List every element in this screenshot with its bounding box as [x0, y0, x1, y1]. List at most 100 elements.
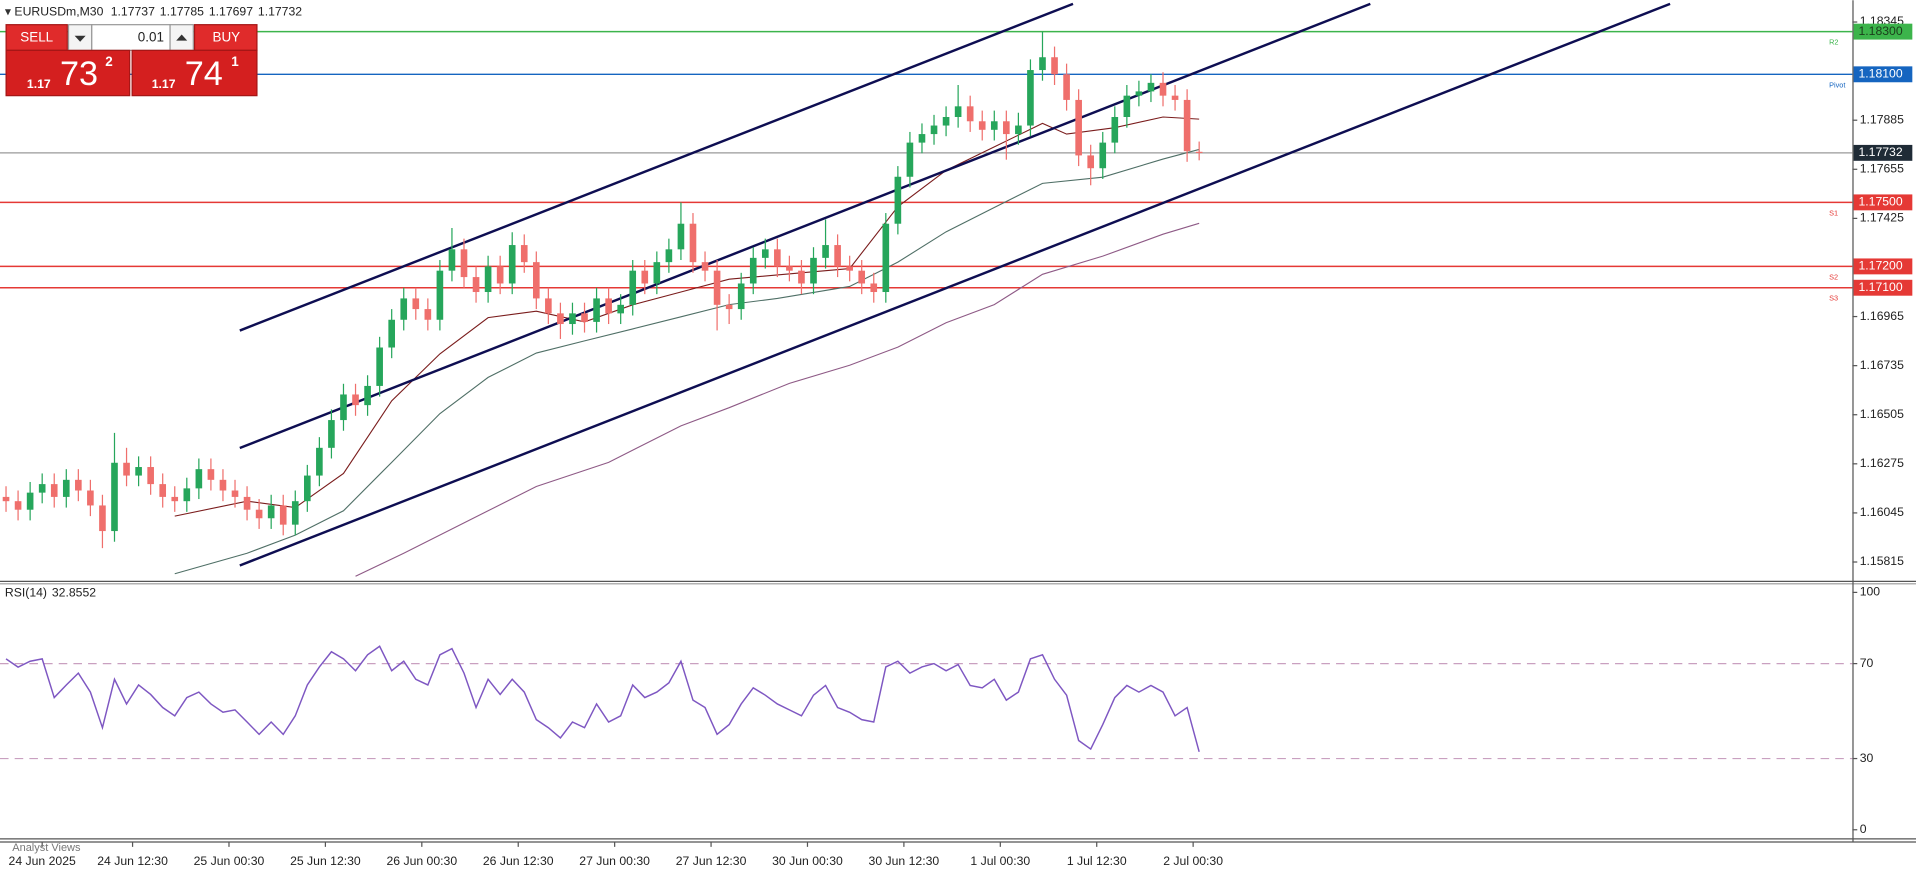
rsi-y-tick-label: 100: [1860, 585, 1881, 599]
x-tick-label: 26 Jun 12:30: [483, 854, 554, 868]
lot-value[interactable]: 0.01: [138, 30, 164, 45]
x-tick-label: 30 Jun 12:30: [869, 854, 940, 868]
candle-body: [1063, 74, 1070, 100]
candle-body: [243, 496, 251, 510]
candle-body: [195, 469, 203, 489]
candle-body: [304, 475, 311, 502]
candle-body: [14, 501, 22, 510]
arrow-down: [74, 35, 86, 42]
ask-sup: 1: [231, 54, 239, 69]
candle-body: [340, 394, 347, 421]
candle-body: [858, 270, 866, 284]
menu-arrow: ▾: [5, 5, 15, 19]
candle-body: [617, 304, 624, 314]
candle-body: [990, 121, 998, 130]
candle-body: [267, 505, 275, 519]
y-tick-label: 1.17885: [1860, 112, 1904, 126]
current-price-box: [1853, 144, 1913, 161]
candle-body: [1039, 57, 1046, 71]
level-price-box: [1853, 258, 1913, 275]
candle-body: [1171, 95, 1179, 100]
candle-body: [954, 106, 962, 118]
ask-box[interactable]: [131, 49, 258, 97]
ask-prefix: 1.17: [152, 77, 176, 91]
level-price-label: 1.17100: [1858, 280, 1902, 294]
candle-body: [798, 270, 805, 284]
trend-channel: [239, 2, 1671, 567]
candle-body: [1099, 142, 1107, 169]
candle-body: [496, 266, 504, 284]
level-price-label: 1.18100: [1858, 67, 1902, 81]
rsi-y-tick-label: 70: [1860, 656, 1874, 670]
rsi-header: RSI(14) 32.8552: [5, 586, 96, 600]
candle-body: [484, 266, 492, 293]
candle-body: [231, 490, 239, 497]
x-tick-label: 1 Jul 12:30: [1067, 854, 1127, 868]
candle-body: [882, 223, 890, 293]
candle-body: [1075, 99, 1082, 156]
x-tick-label: 24 Jun 12:30: [97, 854, 168, 868]
candle-body: [701, 262, 709, 271]
candle-body: [1111, 117, 1119, 143]
candle-body: [906, 142, 914, 177]
candle-body: [725, 304, 733, 310]
close: 1.17732: [258, 5, 302, 19]
x-tick-label: 24 Jun 2025: [9, 854, 76, 868]
level-name: S1: [1829, 208, 1838, 217]
rsi-panel: 100 70 30 0 RSI(14) 32.8552: [0, 585, 1880, 836]
candle-body: [460, 249, 468, 278]
level-price-label: 1.17200: [1858, 259, 1902, 273]
candle-body: [894, 176, 902, 224]
y-tick-label: 1.15815: [1860, 554, 1904, 568]
y-tick-label: 1.16735: [1860, 358, 1904, 372]
buy-label[interactable]: BUY: [213, 30, 241, 45]
candle-body: [207, 469, 215, 480]
symbol: EURUSDm,M30: [14, 5, 103, 19]
candles: [2, 31, 1203, 549]
candle-body: [279, 505, 287, 525]
ask-big: 74: [185, 55, 223, 93]
sell-label[interactable]: SELL: [20, 30, 53, 45]
candle-body: [472, 277, 480, 293]
candle-body: [966, 106, 974, 122]
bid-big: 73: [60, 55, 98, 93]
candle-body: [1123, 95, 1131, 118]
moving-average: [174, 148, 1200, 575]
level-name: S3: [1829, 294, 1838, 303]
candle-body: [376, 347, 383, 386]
candle-body: [352, 394, 359, 406]
bid-sup: 2: [105, 54, 112, 69]
candle-body: [713, 270, 721, 305]
candle-body: [581, 313, 588, 322]
candle-body: [436, 270, 444, 320]
current-price-label: 1.17732: [1858, 145, 1902, 159]
candle-body: [50, 484, 58, 497]
candle-body: [508, 245, 516, 284]
trendline: [239, 2, 1074, 332]
candle-body: [400, 298, 408, 320]
axes: 1.183451.178851.176551.174251.169651.167…: [9, 14, 1913, 868]
candle-body: [810, 257, 817, 284]
x-tick-label: 26 Jun 00:30: [386, 854, 457, 868]
candle-body: [388, 319, 396, 348]
x-tick-label: 2 Jul 00:30: [1163, 854, 1223, 868]
arrow-up: [176, 34, 188, 41]
candle-body: [424, 309, 432, 320]
rsi-y-tick-label: 30: [1860, 751, 1874, 765]
y-tick-label: 1.16965: [1860, 309, 1904, 323]
candle-body: [291, 501, 299, 525]
level-price-box: [1853, 279, 1913, 296]
level-price-label: 1.18300: [1858, 24, 1902, 38]
candle-body: [737, 283, 745, 310]
candle-body: [2, 496, 10, 502]
candle-body: [593, 298, 600, 322]
candle-body: [665, 249, 673, 263]
candle-body: [38, 484, 46, 493]
rsi-name: RSI(14): [5, 586, 47, 600]
candle-body: [1027, 70, 1034, 126]
x-tick-label: 27 Jun 12:30: [676, 854, 747, 868]
candle-body: [316, 447, 323, 476]
bid-box[interactable]: [5, 49, 131, 97]
candle-body: [1147, 82, 1155, 92]
candle-body: [171, 496, 179, 502]
